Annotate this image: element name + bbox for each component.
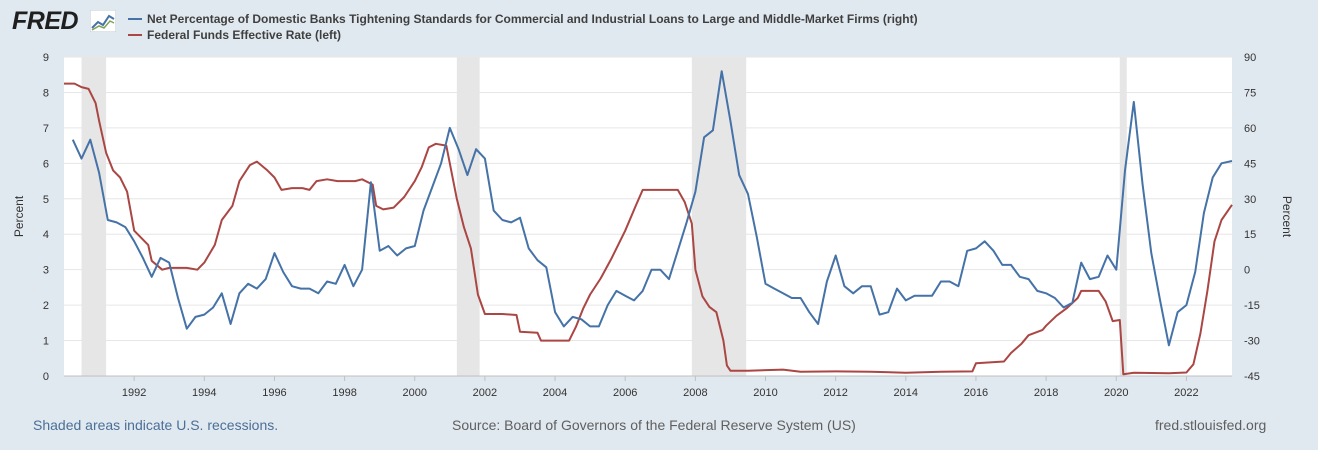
plot-background	[64, 57, 1232, 376]
left-tick-label: 9	[43, 52, 49, 64]
left-tick-label: 3	[43, 265, 49, 277]
left-axis-title: Percent	[12, 195, 26, 237]
series-line-fed-funds	[64, 82, 1233, 376]
left-tick-label: 5	[43, 194, 49, 206]
legend-label-banks-tightening: Net Percentage of Domestic Banks Tighten…	[147, 12, 918, 26]
x-tick-label: 2006	[613, 387, 637, 399]
right-tick-label: 15	[1244, 229, 1256, 241]
right-axis-title: Percent	[1280, 196, 1294, 238]
recession-band	[1119, 57, 1127, 376]
right-tick-label: 0	[1244, 265, 1250, 277]
recession-band	[456, 57, 480, 376]
legend-label-fed-funds: Federal Funds Effective Rate (left)	[147, 28, 342, 42]
x-tick-label: 2000	[403, 387, 427, 399]
legend-item-banks-tightening[interactable]: Net Percentage of Domestic Banks Tighten…	[128, 11, 918, 27]
site-url[interactable]: fred.stlouisfed.org	[1155, 417, 1267, 433]
left-tick-label: 7	[43, 123, 49, 135]
x-tick-label: 2016	[964, 387, 988, 399]
x-tick-label: 2020	[1104, 387, 1128, 399]
legend-item-fed-funds[interactable]: Federal Funds Effective Rate (left)	[128, 27, 918, 43]
right-tick-label: -15	[1244, 300, 1260, 312]
x-tick-label: 2014	[894, 387, 918, 399]
right-tick-label: 30	[1244, 194, 1256, 206]
x-tick-label: 1996	[262, 387, 286, 399]
right-tick-label: 45	[1244, 158, 1256, 170]
legend-swatch-fed-funds	[128, 34, 142, 36]
chart-line-icon	[90, 10, 116, 32]
chart-legend: Net Percentage of Domestic Banks Tighten…	[128, 11, 918, 43]
x-tick-label: 2002	[473, 387, 497, 399]
left-tick-label: 2	[43, 300, 49, 312]
x-tick-label: 2010	[753, 387, 777, 399]
x-tick-label: 2004	[543, 387, 567, 399]
left-tick-label: 8	[43, 87, 49, 99]
recession-note: Shaded areas indicate U.S. recessions.	[33, 417, 279, 433]
right-tick-label: 75	[1244, 87, 1256, 99]
left-tick-label: 6	[43, 158, 49, 170]
left-tick-label: 1	[43, 336, 49, 348]
legend-swatch-banks-tightening	[128, 18, 142, 20]
x-tick-label: 1994	[192, 387, 216, 399]
series-line-banks-tightening	[71, 70, 1233, 347]
x-tick-label: 2012	[823, 387, 847, 399]
left-tick-label: 0	[43, 371, 49, 383]
x-tick-label: 2022	[1174, 387, 1198, 399]
x-tick-label: 1992	[122, 387, 146, 399]
right-tick-label: 90	[1244, 52, 1256, 64]
source-note: Source: Board of Governors of the Federa…	[452, 417, 856, 433]
x-tick-label: 1998	[332, 387, 356, 399]
left-tick-label: 4	[43, 229, 49, 241]
right-tick-label: 60	[1244, 123, 1256, 135]
right-tick-label: -45	[1244, 371, 1260, 383]
recession-band	[81, 57, 107, 376]
recession-band	[691, 57, 747, 376]
x-tick-label: 2018	[1034, 387, 1058, 399]
fred-logo[interactable]: FRED	[12, 8, 118, 34]
fred-logo-text: FRED	[12, 7, 79, 35]
right-tick-label: -30	[1244, 336, 1260, 348]
x-tick-label: 2008	[683, 387, 707, 399]
